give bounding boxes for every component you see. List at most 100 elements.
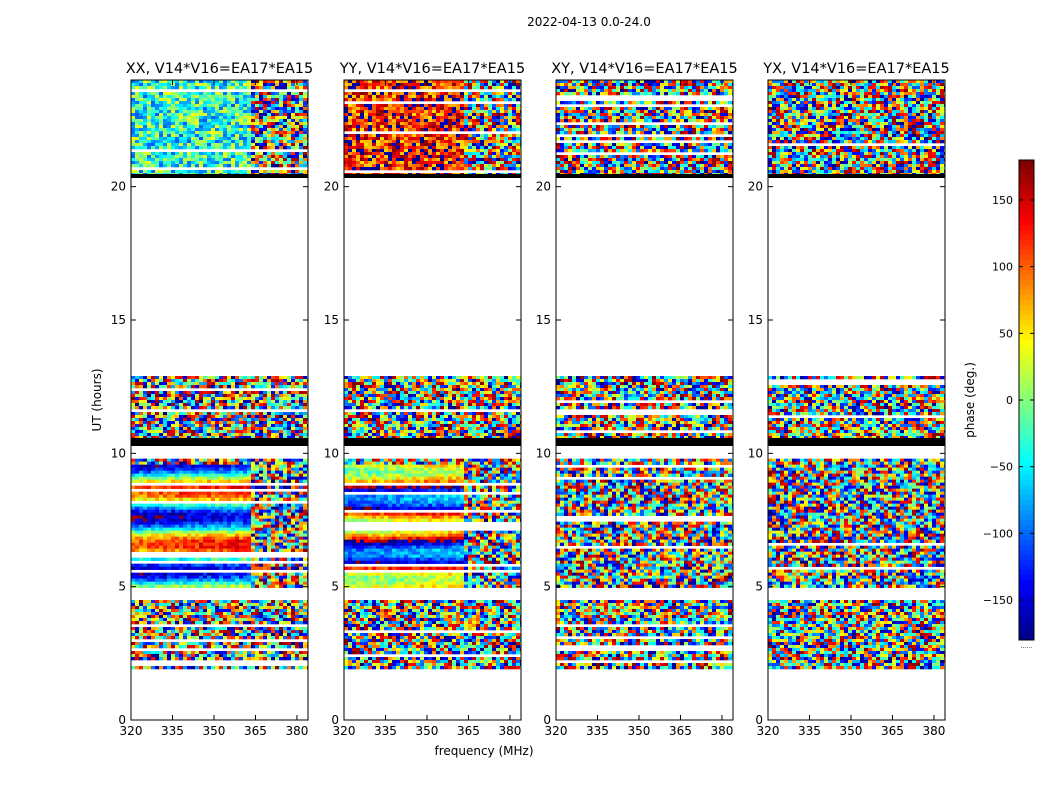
colorbar-step [1019,380,1034,386]
heatmap-panel-2 [556,80,733,720]
colorbar-tick-label-6: 150 [992,194,1013,207]
colorbar-step [1019,390,1034,396]
colorbar-step [1019,410,1034,416]
colorbar-step [1019,170,1034,176]
colorbar-step [1019,265,1034,271]
panel-title-2: XY, V14*V16=EA17*EA15 [551,61,737,77]
colorbar-step [1019,255,1034,261]
colorbar-tick-label-3: 0 [1006,394,1013,407]
y-axis-label: UT (hours) [90,368,104,431]
colorbar-step [1019,235,1034,241]
colorbar-step [1019,275,1034,281]
colorbar-step [1019,610,1034,616]
colorbar-step [1019,510,1034,516]
y-tick-label-1-4: 20 [324,180,339,194]
y-tick-label-2-0: 0 [543,713,551,727]
x-tick-label-3-4: 380 [922,724,945,738]
colorbar-step [1019,190,1034,196]
y-tick-label-1-2: 10 [324,446,339,460]
colorbar-step [1019,615,1034,621]
heatmap-panel-1 [344,80,521,720]
colorbar-step [1019,345,1034,351]
colorbar-step [1019,520,1034,526]
colorbar-step [1019,305,1034,311]
colorbar-step [1019,460,1034,466]
colorbar-step [1019,620,1034,626]
colorbar-step [1019,555,1034,561]
panel-title-0: XX, V14*V16=EA17*EA15 [126,61,314,77]
y-tick-label-2-4: 20 [536,180,551,194]
colorbar-step [1019,180,1034,186]
colorbar-step [1019,385,1034,391]
colorbar-step [1019,590,1034,596]
colorbar-step [1019,570,1034,576]
y-tick-label-0-3: 15 [111,313,126,327]
y-tick-label-0-1: 5 [118,580,126,594]
colorbar-step [1019,370,1034,376]
y-tick-label-2-1: 5 [543,580,551,594]
x-tick-label-2-2: 350 [628,724,651,738]
x-tick-label-1-1: 335 [374,724,397,738]
colorbar-step [1019,260,1034,266]
colorbar-step [1019,625,1034,631]
colorbar-footnote: ...... [1021,643,1033,650]
colorbar-step [1019,455,1034,461]
colorbar-step [1019,530,1034,536]
colorbar-step [1019,425,1034,431]
x-tick-label-3-0: 320 [757,724,780,738]
colorbar-step [1019,440,1034,446]
colorbar-step [1019,160,1034,166]
panel-title-1: YY, V14*V16=EA17*EA15 [339,61,525,77]
colorbar-tick-label-4: 50 [999,327,1013,340]
colorbar-tick-label-1: −100 [983,527,1013,540]
panel-1: YY, V14*V16=EA17*EA15 0 5 10 15 20 320 335 350 36… [324,61,525,738]
colorbar-tick-label-5: 100 [992,261,1013,274]
colorbar-step [1019,525,1034,531]
colorbar-step [1019,430,1034,436]
y-tick-label-2-2: 10 [536,446,551,460]
colorbar-step [1019,635,1034,641]
colorbar-step [1019,470,1034,476]
panel-title-3: YX, V14*V16=EA17*EA15 [762,61,949,77]
colorbar-step [1019,485,1034,491]
colorbar-step [1019,280,1034,286]
colorbar-step [1019,310,1034,316]
y-tick-label-3-3: 15 [748,313,763,327]
colorbar-step [1019,330,1034,336]
colorbar-step [1019,315,1034,321]
colorbar-step [1019,320,1034,326]
y-tick-label-0-0: 0 [118,713,126,727]
colorbar-tick-label-0: −150 [983,594,1013,607]
x-tick-label-3-1: 335 [798,724,821,738]
colorbar-step [1019,630,1034,636]
x-tick-label-0-1: 335 [161,724,184,738]
colorbar-tick-label-2: −50 [990,461,1013,474]
x-tick-label-3-3: 365 [881,724,904,738]
colorbar-step [1019,230,1034,236]
y-tick-label-3-4: 20 [748,180,763,194]
x-tick-label-2-1: 335 [586,724,609,738]
colorbar-step [1019,355,1034,361]
x-axis-label: frequency (MHz) [434,744,533,758]
x-tick-label-2-3: 365 [669,724,692,738]
colorbar-step [1019,480,1034,486]
y-tick-label-1-3: 15 [324,313,339,327]
x-tick-label-1-3: 365 [457,724,480,738]
colorbar-step [1019,340,1034,346]
figure-title: 2022-04-13 0.0-24.0 [527,15,651,29]
y-tick-label-3-2: 10 [748,446,763,460]
colorbar-step [1019,350,1034,356]
colorbar-step [1019,500,1034,506]
colorbar-step [1019,565,1034,571]
x-tick-label-0-3: 365 [244,724,267,738]
colorbar-step [1019,580,1034,586]
x-tick-label-0-4: 380 [285,724,308,738]
colorbar-step [1019,205,1034,211]
colorbar-step [1019,490,1034,496]
colorbar-step [1019,585,1034,591]
heatmap-panel-0 [131,80,308,720]
colorbar-step [1019,220,1034,226]
colorbar-step [1019,240,1034,246]
colorbar-step [1019,195,1034,201]
